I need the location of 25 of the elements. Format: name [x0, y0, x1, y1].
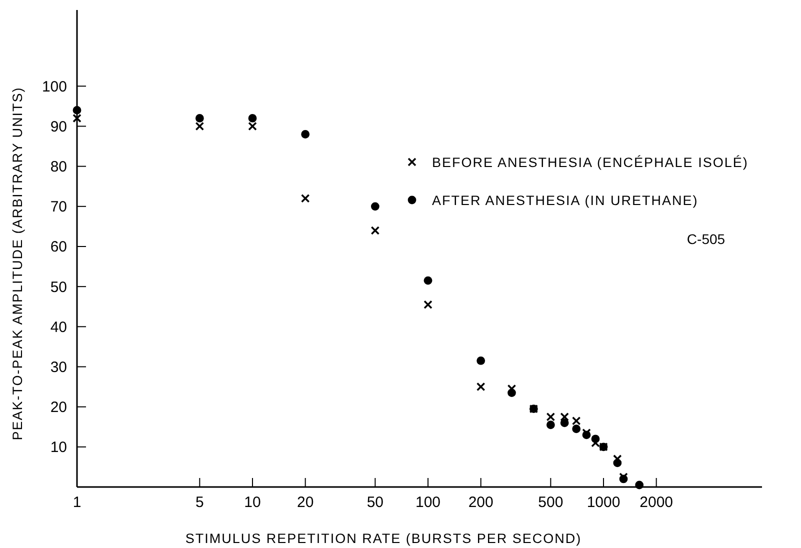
legend-label: AFTER ANESTHESIA (IN URETHANE) [432, 193, 698, 208]
x-tick-label: 5 [196, 494, 204, 511]
y-tick-label: 90 [50, 118, 67, 136]
y-tick-label: 20 [50, 399, 67, 416]
y-tick-label: 100 [42, 78, 67, 96]
legend-label: BEFORE ANESTHESIA (ENCÉPHALE ISOLÉ) [432, 155, 748, 170]
x-tick-label: 500 [538, 494, 564, 511]
y-tick-label: 80 [50, 158, 67, 176]
x-tick-label: 1000 [586, 494, 620, 511]
y-tick-label: 30 [50, 359, 67, 376]
x-tick-label: 100 [415, 494, 441, 511]
y-tick-label: 70 [50, 198, 67, 216]
annotation: C-505 [686, 231, 726, 247]
x-tick-label: 20 [296, 494, 314, 511]
x-tick-label: 1 [72, 494, 82, 511]
y-tick-label: 10 [50, 439, 67, 456]
y-tick-label: 60 [50, 238, 67, 256]
x-tick-label: 200 [468, 494, 494, 511]
y-tick-label: 40 [50, 318, 67, 336]
x-tick-label: 10 [244, 494, 261, 511]
x-axis-title: STIMULUS REPETITION RATE (BURSTS PER SECOND) [185, 531, 582, 546]
y-axis-title: PEAK-TO-PEAK AMPLITUDE (ARBITRARY UNITS) [10, 86, 25, 440]
x-tick-label: 2000 [640, 494, 674, 511]
y-tick-label: 50 [50, 278, 67, 296]
x-tick-label: 50 [366, 494, 384, 511]
